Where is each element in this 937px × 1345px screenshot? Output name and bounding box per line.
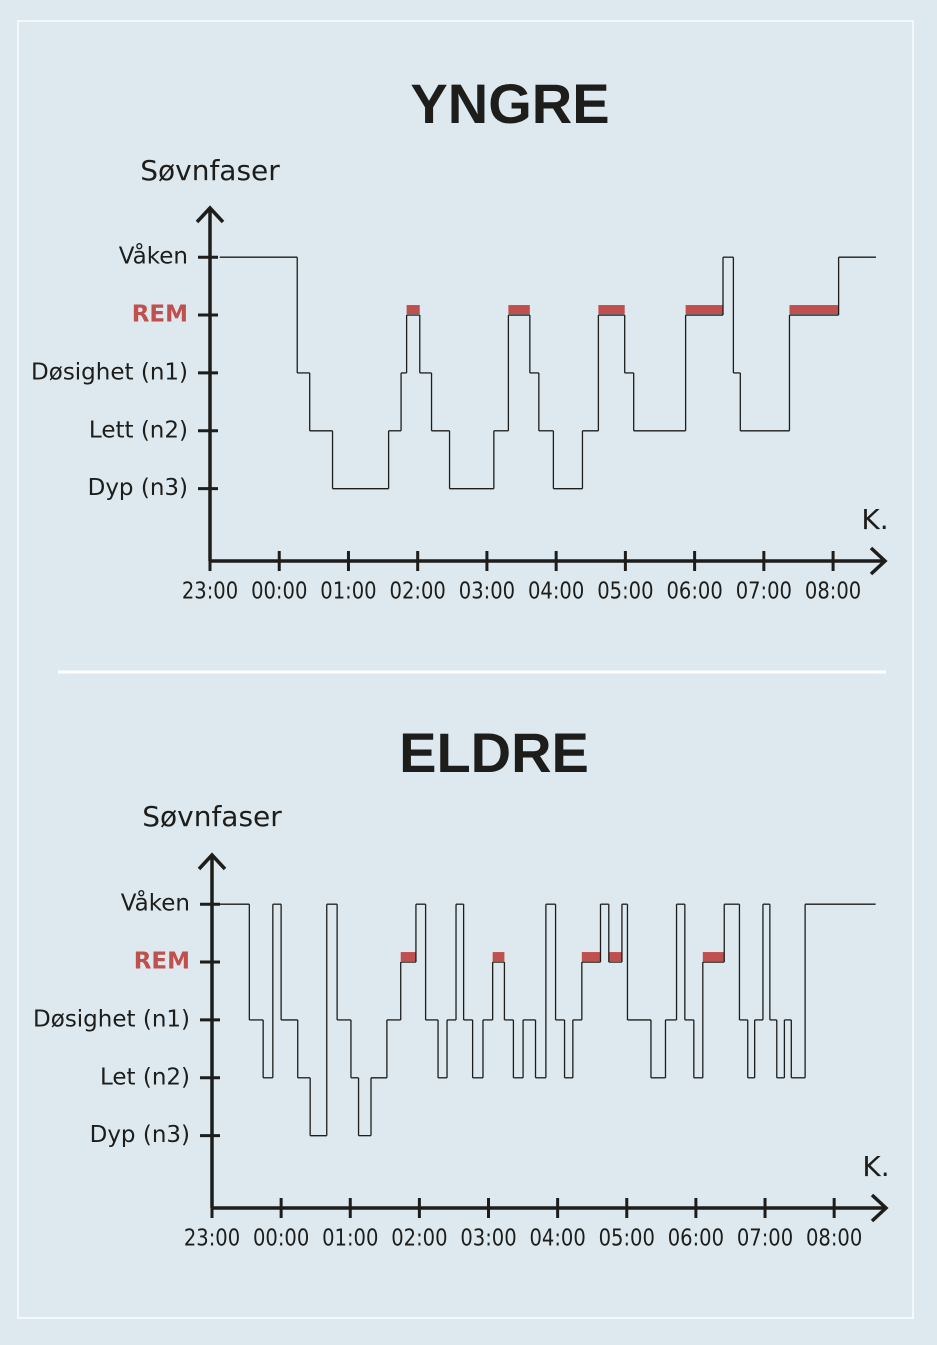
y-tick-label: REM (134, 949, 190, 975)
rem-bar (685, 305, 723, 315)
rem-bar (598, 305, 625, 315)
x-axis-label: K. (862, 1150, 889, 1183)
y-axis-label: Søvnfaser (140, 154, 280, 187)
x-tick-label: 04:00 (529, 1225, 585, 1252)
x-tick-label: 02:00 (391, 1225, 447, 1252)
x-tick-label: 03:00 (459, 578, 515, 605)
x-tick-label: 01:00 (320, 578, 376, 605)
x-tick-label: 01:00 (322, 1225, 378, 1252)
x-tick-label: 07:00 (737, 1225, 793, 1252)
y-tick-label: Lett (n2) (89, 417, 188, 443)
y-axis-arrow (197, 852, 227, 871)
x-tick-label: 08:00 (806, 1225, 862, 1252)
x-tick-label: 03:00 (460, 1225, 516, 1252)
x-tick-label: 05:00 (597, 578, 653, 605)
rem-bar (789, 305, 839, 315)
x-tick-label: 08:00 (805, 578, 861, 605)
rem-bar (581, 952, 601, 962)
chart-title: ELDRE (399, 721, 589, 784)
rem-bar (608, 952, 622, 962)
rem-bar (400, 952, 416, 962)
y-tick-label: Let (n2) (100, 1064, 190, 1090)
x-axis-label: K. (861, 503, 888, 536)
rem-bar (406, 305, 420, 315)
x-tick-label: 07:00 (736, 578, 792, 605)
rem-bar (702, 952, 725, 962)
rem-bar (508, 305, 530, 315)
y-tick-label: Døsighet (n1) (33, 1006, 190, 1032)
x-tick-label: 02:00 (390, 578, 446, 605)
x-tick-label: 23:00 (184, 1225, 240, 1252)
x-tick-label: 23:00 (182, 578, 238, 605)
x-tick-label: 00:00 (253, 1225, 309, 1252)
y-axis-arrow (195, 205, 225, 224)
x-tick-label: 04:00 (528, 578, 584, 605)
y-axis-label: Søvnfaser (142, 800, 282, 833)
y-tick-label: Våken (119, 242, 188, 270)
rem-bar (492, 952, 505, 962)
chart-title: YNGRE (410, 72, 609, 135)
y-tick-label: Dyp (n3) (90, 1122, 190, 1148)
x-axis-arrow (869, 546, 888, 576)
y-tick-label: Dyp (n3) (88, 475, 188, 501)
y-tick-label: Døsighet (n1) (31, 359, 188, 385)
y-tick-label: Våken (121, 889, 190, 917)
y-tick-label: REM (132, 302, 188, 328)
x-tick-label: 06:00 (668, 1225, 724, 1252)
x-tick-label: 00:00 (251, 578, 307, 605)
x-tick-label: 05:00 (599, 1225, 655, 1252)
x-tick-label: 06:00 (666, 578, 722, 605)
x-axis-arrow (870, 1193, 889, 1223)
frame (17, 20, 914, 1319)
